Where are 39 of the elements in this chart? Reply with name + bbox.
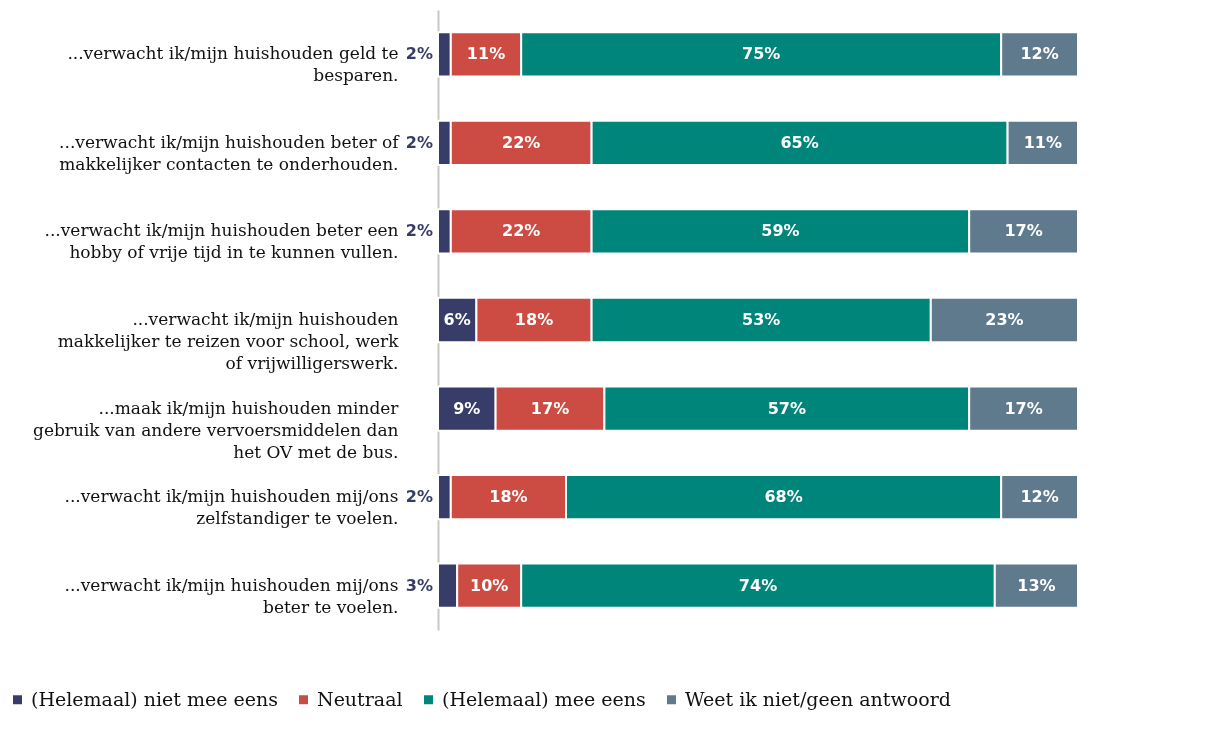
data-label: 2% bbox=[405, 132, 433, 152]
data-label: 9% bbox=[453, 398, 481, 418]
data-label: 74% bbox=[738, 575, 778, 595]
data-label: 57% bbox=[767, 398, 806, 418]
data-label: 22% bbox=[502, 132, 541, 152]
y-tick-label: ...verwacht ik/mijn huishouden geld te besparen. bbox=[67, 43, 399, 86]
legend-label: (Helemaal) niet mee eens bbox=[31, 687, 278, 710]
data-label: 68% bbox=[764, 487, 803, 507]
data-label: 65% bbox=[780, 132, 819, 152]
data-label: 3% bbox=[405, 575, 433, 595]
data-label: 2% bbox=[405, 44, 433, 64]
y-tick-label: ...verwacht ik/mijn huishouden mij/ons zelfstandiger te voelen. bbox=[64, 486, 399, 529]
data-label: 12% bbox=[1020, 44, 1059, 64]
data-label: 12% bbox=[1020, 487, 1059, 507]
y-tick-label: ...verwacht ik/mijn huishouden beter een hobby of vrije tijd in te kunnen vullen. bbox=[44, 220, 399, 263]
data-label: 53% bbox=[742, 310, 781, 329]
data-label: 11% bbox=[466, 44, 506, 64]
data-label: 10% bbox=[470, 575, 509, 595]
data-label: 17% bbox=[1004, 221, 1043, 241]
data-label: 18% bbox=[489, 487, 528, 507]
data-label: 11% bbox=[1023, 132, 1062, 152]
data-label: 22% bbox=[502, 221, 541, 241]
data-label: 13% bbox=[1017, 575, 1056, 595]
data-label: 59% bbox=[761, 221, 800, 241]
data-label: 2% bbox=[405, 487, 433, 507]
y-tick-label: ...verwacht ik/mijn huishouden beter of makkelijker contacten te onderhouden. bbox=[59, 131, 401, 174]
data-label: 18% bbox=[514, 310, 554, 329]
data-label: 17% bbox=[530, 398, 570, 418]
legend-label: (Helemaal) mee eens bbox=[442, 687, 646, 710]
legend-label: Neutraal bbox=[317, 687, 403, 710]
data-label: 23% bbox=[985, 310, 1024, 329]
data-label: 17% bbox=[1004, 398, 1043, 418]
y-tick-label: ...maak ik/mijn huishouden minder gebruik van andere vervoersmiddelen dan het OV met de bus. bbox=[33, 397, 400, 462]
y-tick-label: ...verwacht ik/mijn huishouden makkelijker te reizen voor school, werk of vrijwilligerswerk. bbox=[57, 309, 400, 373]
data-label: 2% bbox=[405, 221, 433, 241]
data-label: 6% bbox=[443, 310, 471, 329]
y-tick-label: ...verwacht ik/mijn huishouden mij/ons beter te voelen. bbox=[64, 574, 399, 617]
data-label: 75% bbox=[742, 44, 781, 64]
legend-label: Weet ik niet/geen antwoord bbox=[685, 687, 951, 710]
